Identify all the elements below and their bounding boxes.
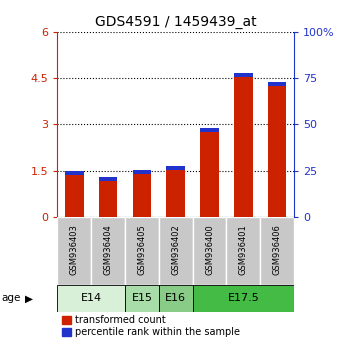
Text: GSM936404: GSM936404 — [104, 224, 113, 275]
Text: E17.5: E17.5 — [227, 293, 259, 303]
Text: GSM936400: GSM936400 — [205, 224, 214, 275]
Bar — [132, 170, 151, 217]
Text: GSM936402: GSM936402 — [171, 224, 180, 275]
Legend: transformed count, percentile rank within the sample: transformed count, percentile rank withi… — [62, 315, 240, 337]
Bar — [234, 74, 252, 78]
Bar — [226, 217, 260, 285]
Bar — [200, 128, 219, 217]
Text: GSM936405: GSM936405 — [138, 224, 146, 275]
Bar — [159, 285, 193, 312]
Bar — [234, 74, 252, 217]
Text: GSM936401: GSM936401 — [239, 224, 248, 275]
Text: age: age — [2, 293, 21, 303]
Bar — [268, 82, 286, 86]
Bar — [57, 217, 91, 285]
Bar — [166, 166, 185, 217]
Bar — [200, 128, 219, 132]
Bar — [65, 171, 84, 217]
Bar — [125, 285, 159, 312]
Bar — [193, 217, 226, 285]
Bar — [166, 166, 185, 170]
Bar — [193, 285, 294, 312]
Text: E16: E16 — [165, 293, 186, 303]
Bar — [99, 177, 117, 217]
Bar — [268, 82, 286, 217]
Text: E15: E15 — [131, 293, 152, 303]
Bar — [65, 171, 84, 175]
Text: GSM936403: GSM936403 — [70, 224, 79, 275]
Bar — [260, 217, 294, 285]
Bar — [91, 217, 125, 285]
Bar — [125, 217, 159, 285]
Text: GSM936406: GSM936406 — [273, 224, 282, 275]
Bar — [132, 170, 151, 174]
Text: ▶: ▶ — [25, 293, 33, 303]
Text: E14: E14 — [81, 293, 102, 303]
Bar — [57, 285, 125, 312]
Bar — [159, 217, 193, 285]
Bar — [99, 177, 117, 181]
Title: GDS4591 / 1459439_at: GDS4591 / 1459439_at — [95, 16, 257, 29]
